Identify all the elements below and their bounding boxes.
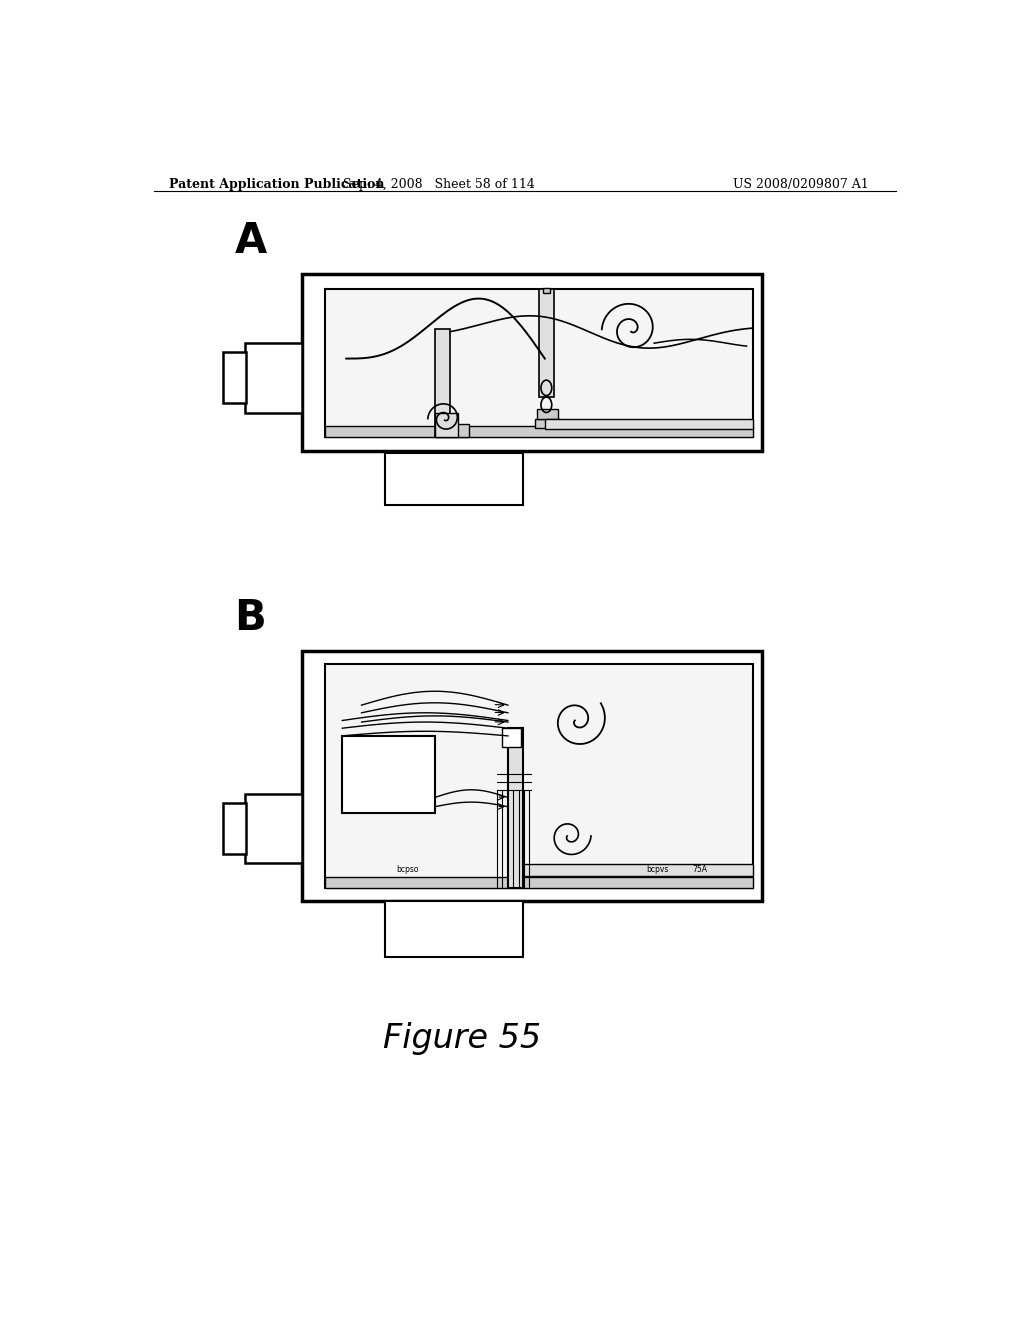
Bar bbox=[326, 426, 753, 437]
Bar bbox=[535, 418, 560, 428]
Bar bbox=[538, 409, 558, 418]
Bar bbox=[503, 729, 521, 747]
Bar bbox=[223, 352, 246, 404]
Text: bcpso: bcpso bbox=[396, 866, 419, 875]
Bar bbox=[385, 902, 523, 957]
Bar bbox=[545, 418, 753, 429]
Text: Patent Application Publication: Patent Application Publication bbox=[169, 178, 385, 190]
Text: US 2008/0209807 A1: US 2008/0209807 A1 bbox=[732, 178, 868, 190]
Bar bbox=[301, 275, 762, 451]
Bar bbox=[326, 876, 753, 887]
Text: Sep. 4, 2008   Sheet 58 of 114: Sep. 4, 2008 Sheet 58 of 114 bbox=[343, 178, 535, 190]
Bar bbox=[435, 424, 469, 437]
Text: Figure 55: Figure 55 bbox=[383, 1023, 541, 1056]
Bar bbox=[245, 343, 301, 412]
Bar bbox=[326, 664, 753, 887]
Bar bbox=[385, 453, 523, 506]
Text: bcpvs: bcpvs bbox=[646, 866, 669, 875]
Bar bbox=[523, 865, 753, 876]
Bar bbox=[245, 793, 301, 863]
Bar bbox=[539, 289, 554, 397]
Bar bbox=[435, 413, 458, 437]
Text: A: A bbox=[234, 220, 267, 261]
Bar bbox=[508, 729, 523, 887]
Bar bbox=[435, 330, 451, 437]
Bar bbox=[223, 803, 246, 854]
Bar bbox=[342, 737, 435, 813]
Bar bbox=[543, 288, 550, 293]
Bar bbox=[301, 651, 762, 902]
Text: 75A: 75A bbox=[692, 866, 708, 875]
Bar bbox=[326, 289, 753, 437]
Text: B: B bbox=[234, 598, 266, 639]
